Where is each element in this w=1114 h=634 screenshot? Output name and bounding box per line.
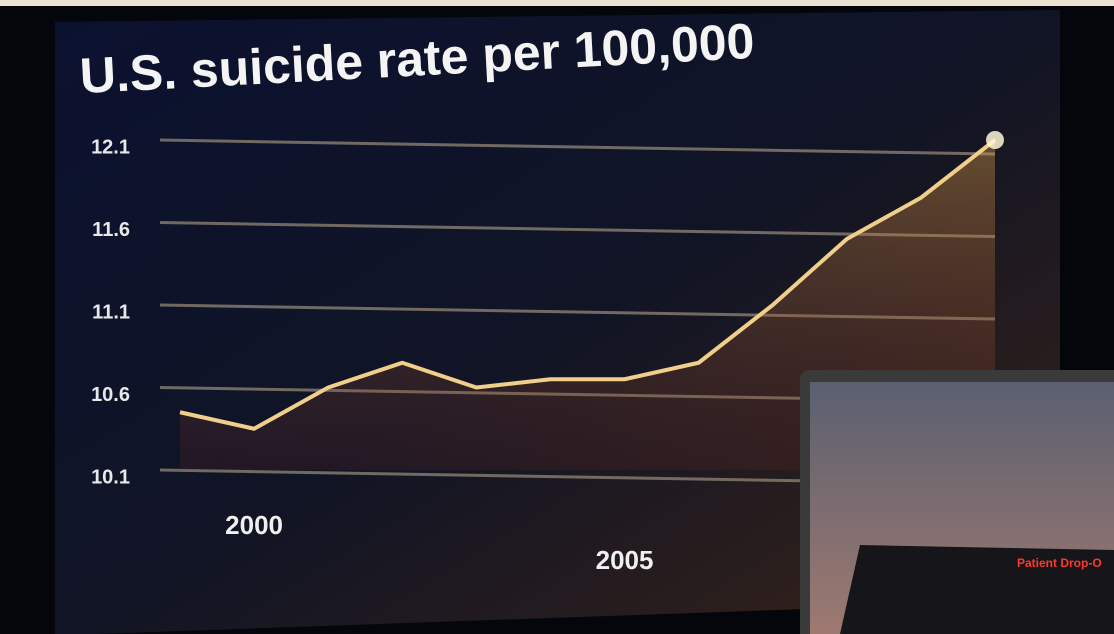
data-line (179, 138, 997, 431)
top-strip (0, 0, 1114, 6)
glow (986, 131, 1004, 149)
grid-line (159, 138, 996, 156)
y-tick-label: 11.1 (92, 301, 130, 323)
y-tick-label: 10.6 (91, 384, 130, 406)
y-tick-label: 11.6 (92, 219, 130, 241)
inset-canopy (840, 545, 1114, 634)
y-tick-label: 10.1 (91, 466, 130, 488)
x-tick-label: 2000 (225, 510, 283, 540)
area (180, 140, 995, 470)
inset-sign: Patient Drop-O (1017, 556, 1102, 570)
x-tick-label: 2005 (596, 545, 654, 575)
y-tick-label: 12.1 (91, 136, 130, 158)
